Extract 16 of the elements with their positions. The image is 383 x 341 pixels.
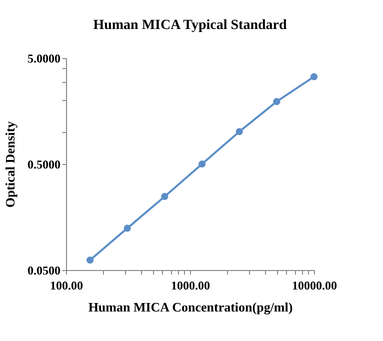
y-tick-label: 5.0000 [28,52,60,66]
point [86,256,94,264]
chart-title: Human MICA Typical Standard [93,18,287,33]
x-tick-label: 100.00 [50,278,83,292]
y-tick-label: 0.5000 [28,158,60,172]
point [236,128,243,136]
point [198,160,206,168]
point [273,98,280,106]
x-tick-label: 1000.00 [171,278,210,292]
point [310,73,318,80]
y-axis-title: Optical Density [2,120,18,208]
x-axis-title: Human MICA Concentration(pg/ml) [88,300,293,314]
y-tick-label: 0.0500 [28,264,60,278]
point [161,192,168,200]
x-tick-label: 10000.00 [292,278,337,292]
point [124,224,131,232]
